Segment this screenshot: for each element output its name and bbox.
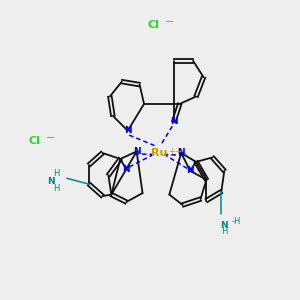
- Text: N: N: [133, 147, 140, 156]
- Text: −: −: [165, 17, 174, 27]
- Text: H: H: [221, 227, 227, 236]
- Text: ++: ++: [168, 147, 182, 156]
- Text: Cl: Cl: [147, 20, 159, 30]
- Text: N: N: [122, 165, 130, 174]
- Text: N: N: [220, 221, 228, 230]
- Text: −: −: [46, 133, 55, 143]
- Text: N: N: [186, 166, 194, 175]
- Text: -H: -H: [232, 217, 241, 226]
- Text: H: H: [53, 184, 60, 193]
- Text: N: N: [47, 177, 55, 186]
- Text: H: H: [53, 169, 60, 178]
- Text: Ru: Ru: [151, 148, 167, 158]
- Text: N: N: [124, 126, 131, 135]
- Text: N: N: [177, 148, 185, 158]
- Text: N: N: [170, 117, 178, 126]
- Text: Cl: Cl: [28, 136, 40, 146]
